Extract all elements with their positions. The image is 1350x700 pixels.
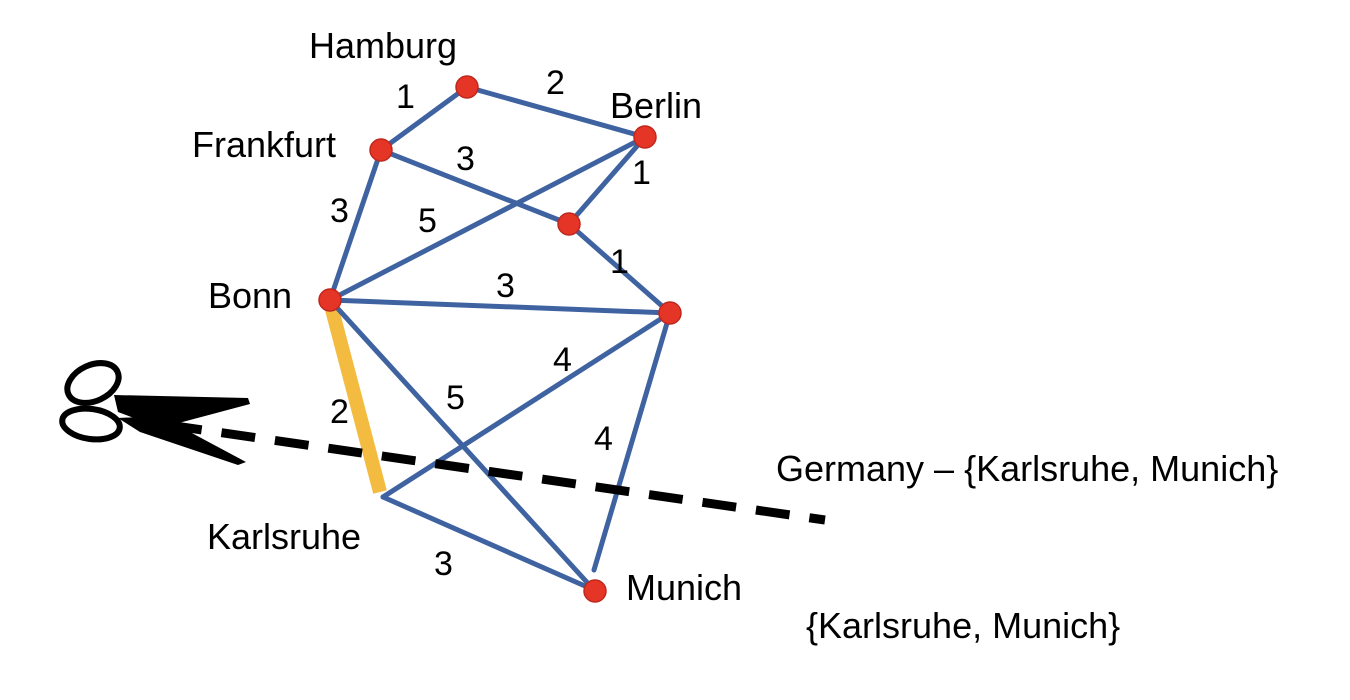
edge-bonn-berlin: [327, 134, 648, 303]
weight-frankfurt-bonn: 3: [330, 192, 349, 230]
edges: [327, 84, 673, 593]
city-label-karlsruhe: Karlsruhe: [207, 516, 361, 557]
weight-karlsruhe-munich: 3: [434, 545, 453, 583]
weight-berlin-mid: 1: [632, 154, 651, 192]
weight-mid-right: 1: [610, 243, 629, 281]
city-label-munich: Munich: [626, 567, 742, 608]
weight-bonn-karlsruhe: 2: [330, 393, 349, 431]
edge-bonn-munich: [327, 297, 597, 593]
weight-frankfurt-hamburg: 1: [396, 78, 415, 116]
edge-hamburg-berlin: [464, 84, 648, 140]
node-right: [658, 301, 682, 325]
nodes: [318, 75, 682, 603]
edge-karlsruhe-munich: [380, 494, 597, 593]
node-berlin: [633, 125, 657, 149]
weight-frankfurt-mid: 3: [456, 140, 475, 178]
cut-set-label: {Karlsruhe, Munich}: [806, 605, 1120, 646]
edge-bonn-right: [327, 297, 673, 316]
weight-right-munich: 4: [594, 420, 613, 458]
node-munich: [583, 579, 607, 603]
node-mid: [557, 212, 581, 236]
weight-bonn-munich: 5: [446, 379, 465, 417]
weight-bonn-berlin: 5: [418, 202, 437, 240]
node-hamburg: [455, 75, 479, 99]
edge-right-munich: [591, 310, 673, 573]
node-frankfurt: [369, 138, 393, 162]
edge-karlsruhe-right: [380, 310, 673, 500]
edge-bonn-karlsruhe-highlight: [323, 300, 387, 494]
remaining-set-label: Germany – {Karlsruhe, Munich}: [776, 448, 1278, 489]
edge-mid-right: [566, 221, 673, 316]
scissors-icon: [59, 360, 250, 465]
edge-frankfurt-mid: [378, 147, 572, 227]
weight-hamburg-berlin: 2: [546, 64, 565, 102]
city-label-frankfurt: Frankfurt: [192, 124, 336, 165]
node-bonn: [318, 288, 342, 312]
cut-line: [167, 420, 826, 525]
weight-bonn-right: 3: [496, 267, 515, 305]
edge-frankfurt-hamburg: [378, 84, 470, 153]
edge-frankfurt-bonn: [327, 147, 384, 303]
edge-berlin-mid: [566, 134, 648, 227]
city-label-bonn: Bonn: [208, 275, 292, 316]
city-label-berlin: Berlin: [610, 85, 702, 126]
weight-karlsruhe-right: 4: [553, 341, 572, 379]
city-label-hamburg: Hamburg: [309, 25, 457, 66]
